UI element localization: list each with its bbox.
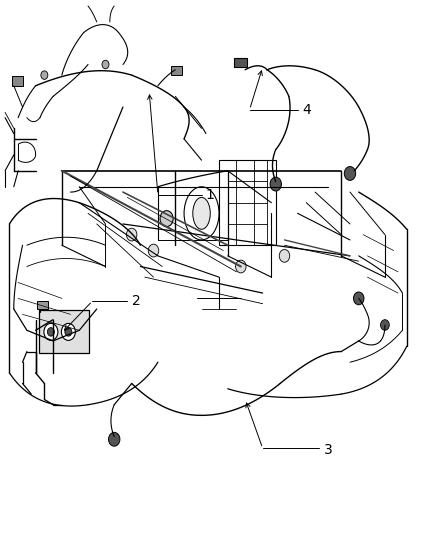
Text: 1: 1 — [206, 188, 215, 201]
Circle shape — [279, 249, 290, 262]
Text: 4: 4 — [302, 103, 311, 117]
Circle shape — [381, 320, 389, 330]
Text: 3: 3 — [324, 443, 332, 457]
Bar — [12, 76, 22, 86]
Circle shape — [148, 244, 159, 257]
Bar — [171, 66, 182, 75]
Bar — [219, 160, 276, 245]
FancyBboxPatch shape — [39, 310, 89, 353]
Circle shape — [353, 292, 364, 305]
Ellipse shape — [193, 197, 210, 229]
Circle shape — [236, 260, 246, 273]
Text: 2: 2 — [132, 294, 141, 308]
Circle shape — [44, 324, 58, 341]
Circle shape — [127, 228, 137, 241]
Circle shape — [61, 324, 75, 341]
Ellipse shape — [184, 187, 219, 240]
Circle shape — [160, 211, 173, 227]
Circle shape — [109, 432, 120, 446]
Bar — [234, 58, 247, 67]
Circle shape — [41, 71, 48, 79]
Circle shape — [65, 328, 72, 336]
Circle shape — [344, 166, 356, 180]
Bar — [37, 301, 48, 309]
Circle shape — [47, 328, 54, 336]
Circle shape — [102, 60, 109, 69]
Circle shape — [270, 177, 282, 191]
